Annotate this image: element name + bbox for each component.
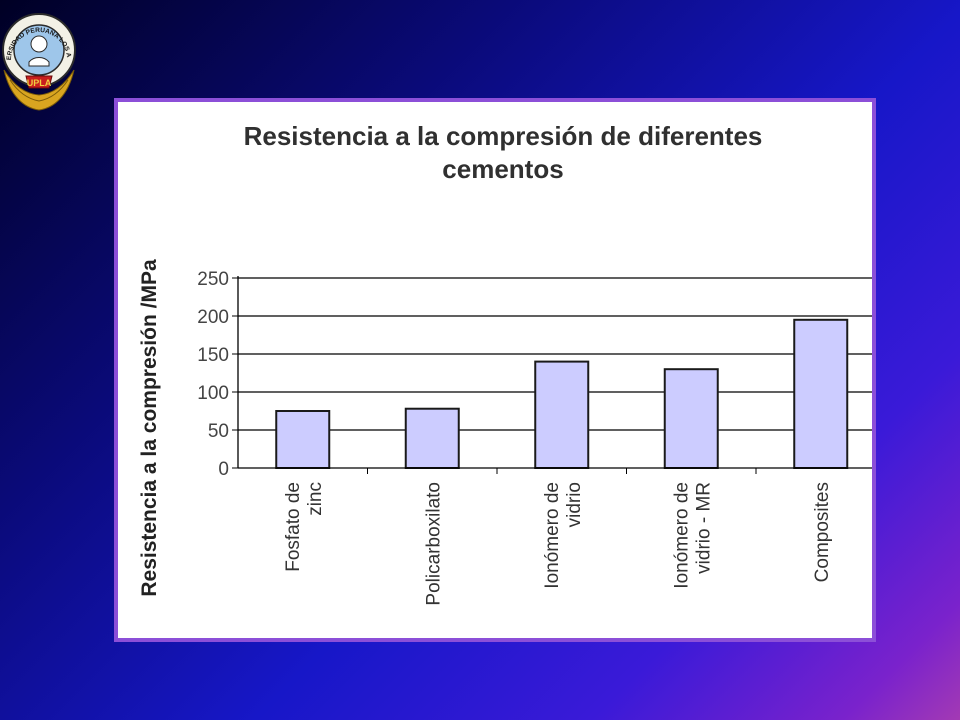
y-axis-label: Resistencia a la compresión /MPa: [138, 259, 161, 597]
logo-badge-text: UPLA: [27, 78, 52, 88]
x-category-label-line: vidrio: [564, 482, 585, 527]
x-category-label-line: Ionómero de: [671, 482, 692, 589]
x-category-label: Ionómero de vidrio: [542, 482, 585, 589]
y-tick-label: 0: [218, 459, 229, 480]
x-category-label: Policarboxilato: [423, 482, 444, 606]
x-category-label-line: Ionómero de: [542, 482, 563, 589]
bar: [534, 360, 590, 470]
bar: [793, 318, 849, 469]
y-tick-label: 150: [197, 345, 229, 366]
university-logo: UNIVERSIDAD PERUANA LOS ANDES UPLA: [0, 0, 78, 112]
y-tick-label: 100: [197, 383, 229, 404]
x-category-label-line: vidrio - MR: [693, 482, 714, 574]
x-category-label: Fosfato de zinc: [283, 482, 326, 572]
bar: [404, 407, 460, 469]
bars: [275, 318, 849, 470]
x-category-labels: Fosfato de zinc Policarboxilato Ionómero de…: [283, 482, 833, 606]
axes: [232, 276, 872, 474]
x-category-label-line: Policarboxilato: [423, 482, 444, 606]
x-category-label-line: zinc: [305, 482, 326, 516]
bar-chart: Resistencia a la compresión de diferente…: [138, 121, 872, 606]
chart-title-line-2: cementos: [442, 154, 563, 184]
y-tick-labels: 0 50 100 150 200 250: [197, 269, 229, 480]
chart-panel: Resistencia a la compresión de diferente…: [114, 98, 876, 642]
y-tick-label: 50: [208, 421, 229, 442]
bar: [275, 410, 331, 469]
x-category-label: Ionómero de vidrio - MR: [671, 482, 714, 589]
x-category-label: Composites: [812, 482, 833, 582]
eagle-wings-icon: [3, 69, 75, 111]
chart-title-line-1: Resistencia a la compresión de diferente…: [244, 121, 763, 151]
x-category-label-line: Composites: [812, 482, 833, 582]
logo-badge-icon: [25, 75, 53, 89]
y-tick-label: 200: [197, 307, 229, 328]
bar: [663, 368, 719, 470]
y-tick-label: 250: [197, 269, 229, 290]
x-category-label-line: Fosfato de: [283, 482, 304, 572]
